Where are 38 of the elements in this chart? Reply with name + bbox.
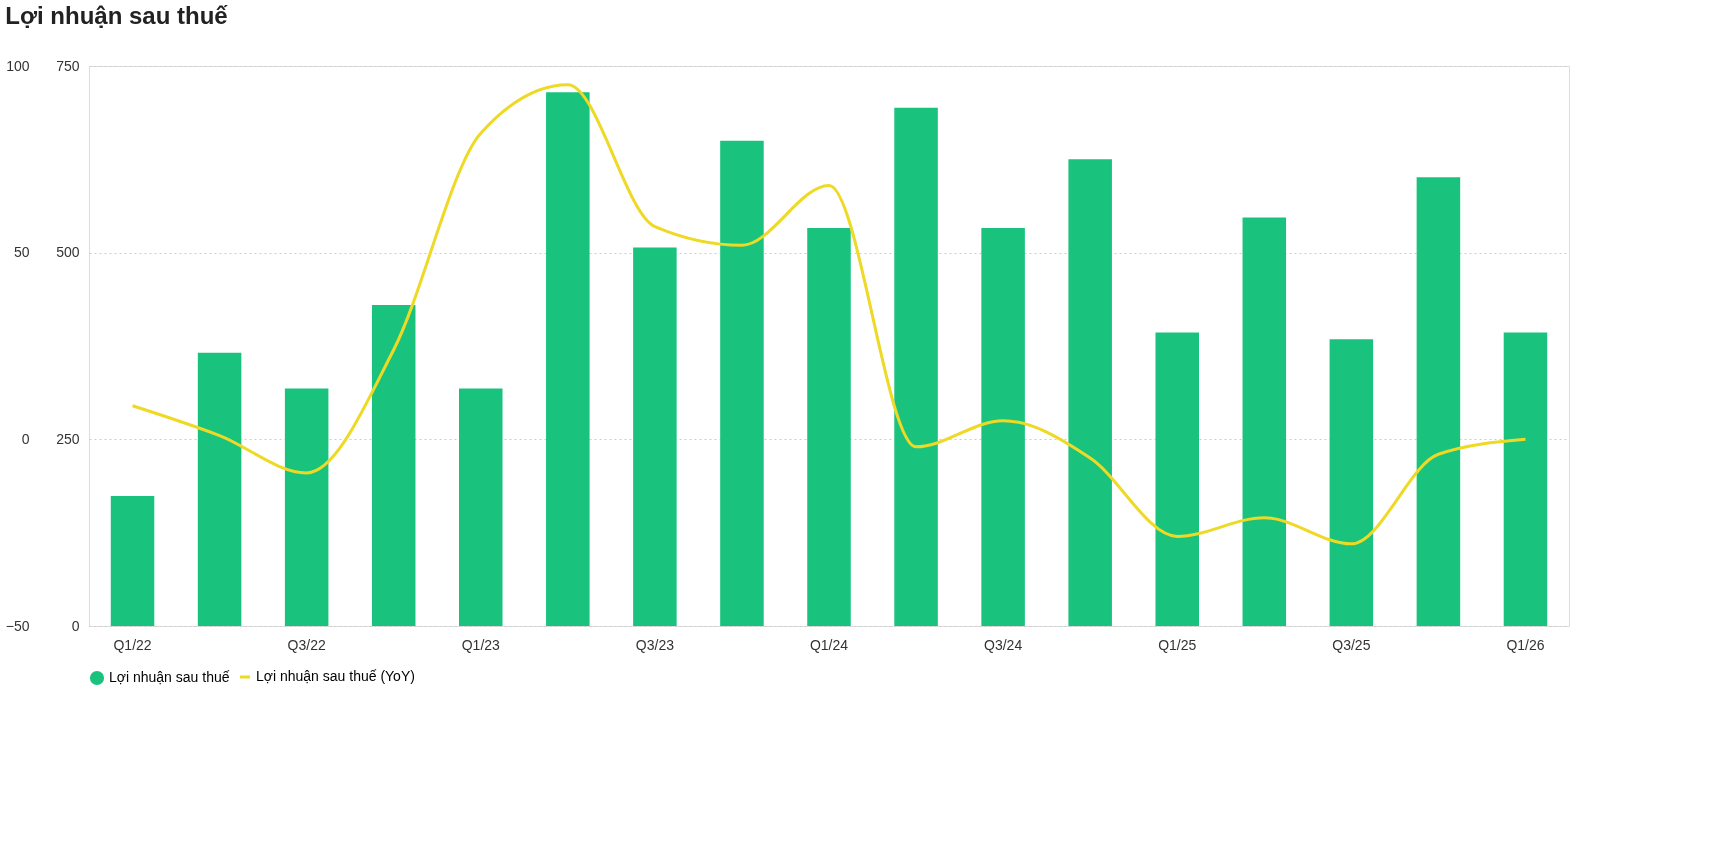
y2-tick-label: 50	[13, 244, 30, 261]
y2-tick-label: −50	[5, 617, 30, 634]
x-tick-label: Q1/24	[809, 636, 849, 653]
bar	[807, 228, 851, 626]
y-tick-label: 250	[56, 430, 80, 447]
y-tick-label: 500	[56, 244, 80, 261]
bar	[197, 352, 242, 626]
x-tick-label: Q1/22	[113, 636, 152, 653]
y-tick-label: 0	[71, 617, 80, 634]
legend-label: Lợi nhuận sau thuế	[109, 669, 230, 685]
y2-tick-label: 0	[21, 430, 30, 447]
line-series	[131, 83, 1527, 546]
bar	[459, 388, 503, 626]
bar	[1416, 177, 1461, 626]
x-tick-label: Q1/25	[1158, 636, 1197, 653]
y2-tick-label: 100	[6, 57, 30, 74]
bar	[1329, 339, 1374, 626]
bar	[1068, 159, 1112, 626]
x-tick-label: Q3/23	[635, 636, 675, 653]
x-tick-label: Q3/22	[287, 636, 326, 653]
bar	[1242, 217, 1287, 626]
bar	[1503, 332, 1548, 626]
bar	[720, 140, 764, 626]
x-tick-label: Q1/23	[461, 636, 501, 653]
bar	[633, 247, 677, 626]
x-tick-label: Q1/26	[1506, 636, 1545, 653]
bar	[371, 304, 416, 626]
bar	[1155, 332, 1199, 626]
bar	[110, 496, 155, 626]
bar	[284, 388, 329, 626]
bar	[546, 92, 590, 626]
y-tick-label: 750	[56, 57, 80, 74]
x-tick-label: Q3/25	[1332, 636, 1371, 653]
bar	[981, 228, 1025, 626]
chart-title: Lợi nhuận sau thuế	[5, 2, 229, 29]
legend-label: Lợi nhuận sau thuế (YoY)	[256, 668, 415, 684]
x-tick-label: Q3/24	[984, 636, 1023, 653]
bar	[894, 107, 938, 626]
